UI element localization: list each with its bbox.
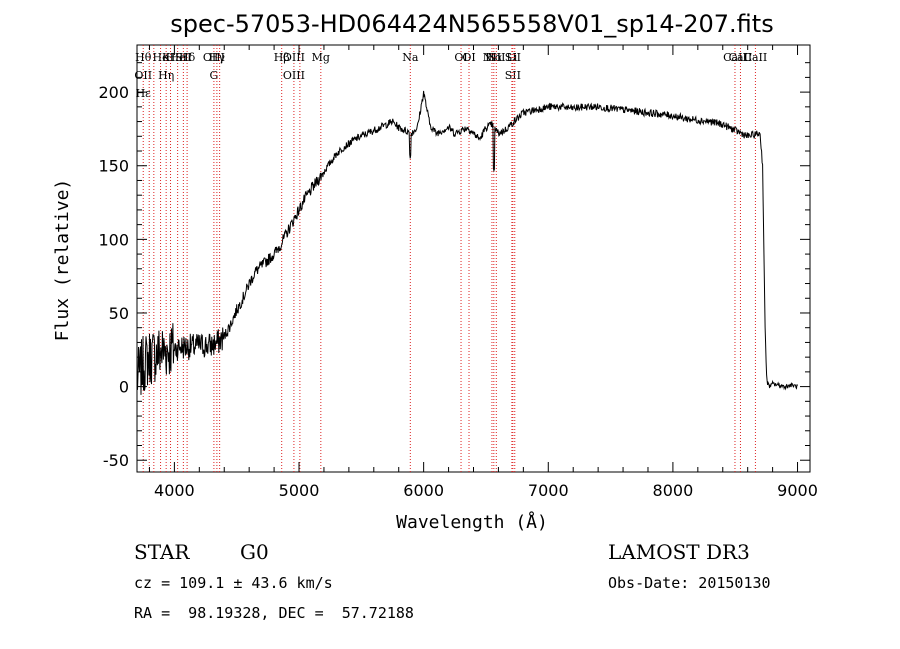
line-label: OIII [283, 51, 305, 64]
line-label: SII [505, 51, 521, 64]
line-label: K [162, 51, 171, 64]
x-axis-label: Wavelength (Å) [396, 511, 548, 533]
plot-frame [136, 44, 811, 473]
line-label: OII [134, 69, 152, 82]
line-label: Mg [312, 51, 330, 64]
x-tick-label: 9000 [777, 481, 818, 500]
chart-title: spec-57053-HD064424N565558V01_sp14-207.f… [170, 10, 773, 38]
redshift-velocity: cz = 109.1 ± 43.6 km/s [134, 574, 333, 592]
y-tick-label: 100 [98, 230, 129, 249]
line-label: Li [506, 51, 517, 64]
line-label: Na [402, 51, 419, 64]
y-tick-label: 0 [119, 378, 129, 397]
line-label: OIII [283, 69, 305, 82]
line-label: Hα [485, 51, 503, 64]
line-label: Hβ [274, 51, 290, 64]
x-tick-label: 5000 [279, 481, 320, 500]
spectral-subclass: G0 [240, 540, 269, 564]
line-label: NII [487, 51, 505, 64]
spectrum-series [136, 90, 798, 395]
x-tick-label: 8000 [653, 481, 694, 500]
x-tick-label: 7000 [528, 481, 569, 500]
y-tick-label: 200 [98, 83, 129, 102]
line-label: Hε [136, 87, 152, 100]
y-tick-label: -50 [103, 451, 129, 470]
line-label: H [166, 51, 176, 64]
y-tick-label: 150 [98, 157, 129, 176]
x-tick-label: 6000 [403, 481, 444, 500]
coordinates: RA = 98.19328, DEC = 57.72188 [134, 604, 414, 622]
x-tick-label: 4000 [154, 481, 195, 500]
line-label: CaII [744, 51, 768, 64]
axis-ticks: 4000 5000 6000 7000 8000 9000 -50 0 50 100 150 200 [98, 45, 818, 500]
line-label: OI [454, 51, 467, 64]
line-label: SII [505, 69, 521, 82]
line-label: G [209, 69, 218, 82]
line-label: OI [462, 51, 475, 64]
object-type: STAR [134, 540, 190, 564]
line-label: Hη [158, 69, 174, 82]
line-label: He [170, 51, 186, 64]
observation-date: Obs-Date: 20150130 [608, 574, 771, 592]
line-label: Hθ [135, 51, 152, 64]
y-tick-label: 50 [109, 304, 129, 323]
line-label: He [153, 51, 169, 64]
line-label: Hγ [209, 51, 226, 64]
line-label: Hδ [179, 51, 196, 64]
spectrum-line-0 [136, 90, 798, 395]
survey-name: LAMOST DR3 [608, 540, 750, 564]
line-label: CaII [729, 51, 753, 64]
y-axis-label: Flux (relative) [52, 179, 73, 342]
